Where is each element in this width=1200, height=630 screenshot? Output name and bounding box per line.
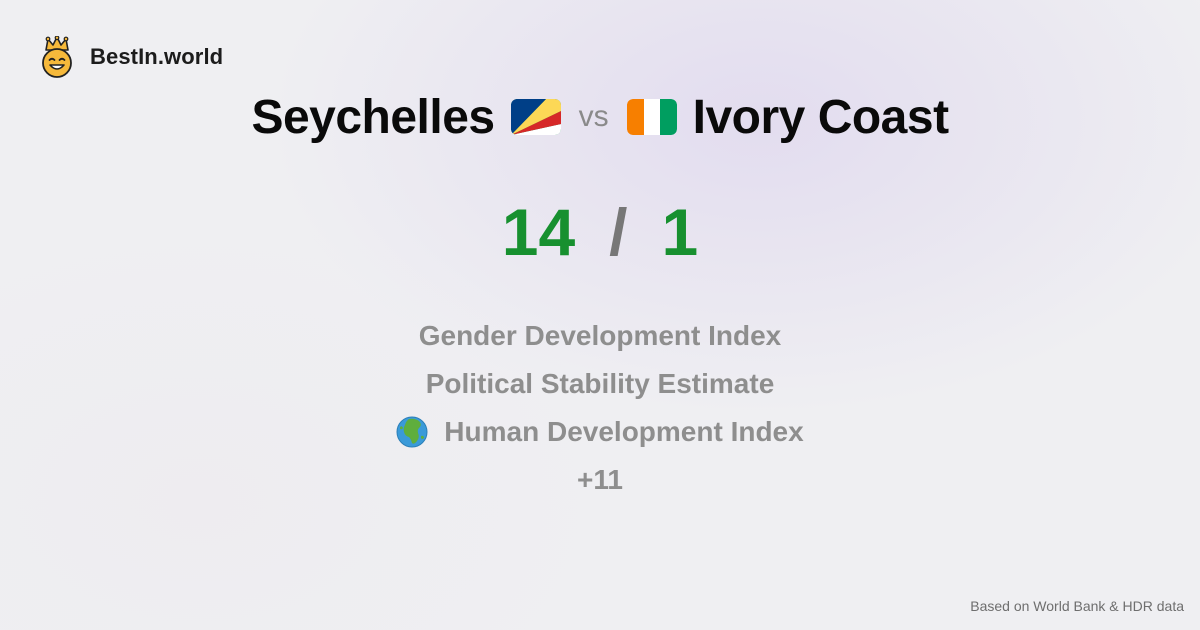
metric-label: Political Stability Estimate <box>425 368 775 399</box>
metric-label: +11 <box>577 464 623 495</box>
comparison-title: Seychelles vs Ivory Coast <box>0 86 1200 148</box>
metric-item: Human Development Index <box>396 408 804 456</box>
globe-africa-icon <box>396 416 428 448</box>
metric-item: Political Stability Estimate <box>426 360 775 408</box>
ivory-coast-flag-icon <box>626 99 677 135</box>
right-country-name[interactable]: Ivory Coast <box>692 90 949 144</box>
metrics-list: Gender Development Index Political Stabi… <box>0 312 1200 504</box>
more-metrics-count: +11 <box>577 456 623 504</box>
crown-smiley-icon <box>42 36 72 78</box>
left-country-name[interactable]: Seychelles <box>251 90 495 144</box>
seychelles-flag-icon <box>510 99 561 135</box>
right-score: 1 <box>661 195 699 269</box>
brand[interactable]: BestIn.world <box>38 36 223 78</box>
metric-label: Human Development Index <box>444 416 804 447</box>
metric-label: Gender Development Index <box>418 320 782 351</box>
score: 14 / 1 <box>0 192 1200 272</box>
data-source-note: Based on World Bank & HDR data <box>970 598 1184 614</box>
metric-item: Gender Development Index <box>419 312 782 360</box>
brand-name: BestIn.world <box>90 44 224 69</box>
score-separator: / <box>609 195 628 269</box>
left-score: 14 <box>501 195 576 269</box>
vs-label: vs <box>578 100 609 133</box>
